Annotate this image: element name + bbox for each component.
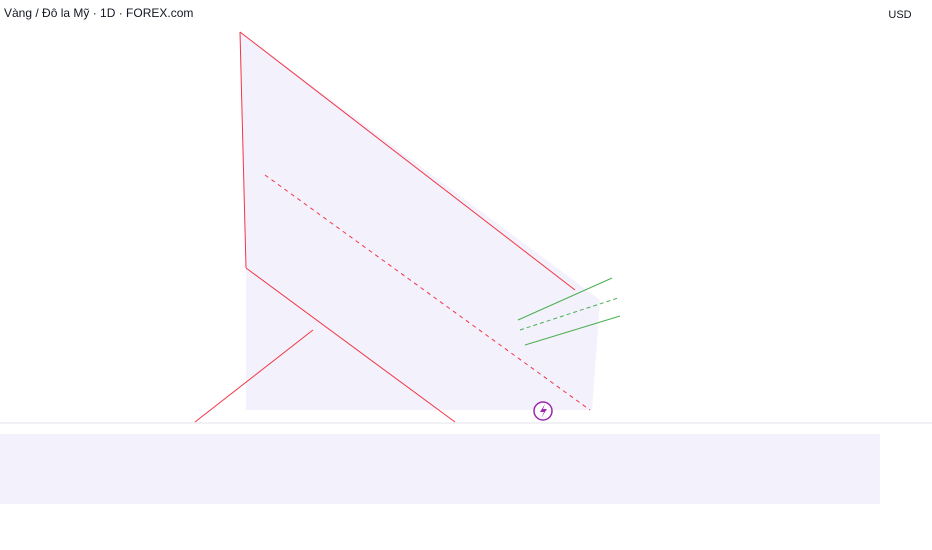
chart-title: Vàng / Đô la Mỹ · 1D · FOREX.com <box>4 6 193 20</box>
rsi-band-fill <box>0 434 880 504</box>
channel-line <box>519 297 619 331</box>
event-icon-bolt <box>540 404 547 418</box>
channel-line <box>524 315 621 346</box>
median-line <box>264 174 591 411</box>
triangle-edge <box>239 31 247 269</box>
triangle-fill <box>240 32 600 410</box>
channel-line <box>517 277 613 321</box>
currency-label: USD <box>888 9 911 21</box>
drawings <box>0 31 880 530</box>
triangle-edge <box>245 267 456 423</box>
triangle-edge <box>239 31 576 291</box>
triangle-edge <box>194 329 314 423</box>
